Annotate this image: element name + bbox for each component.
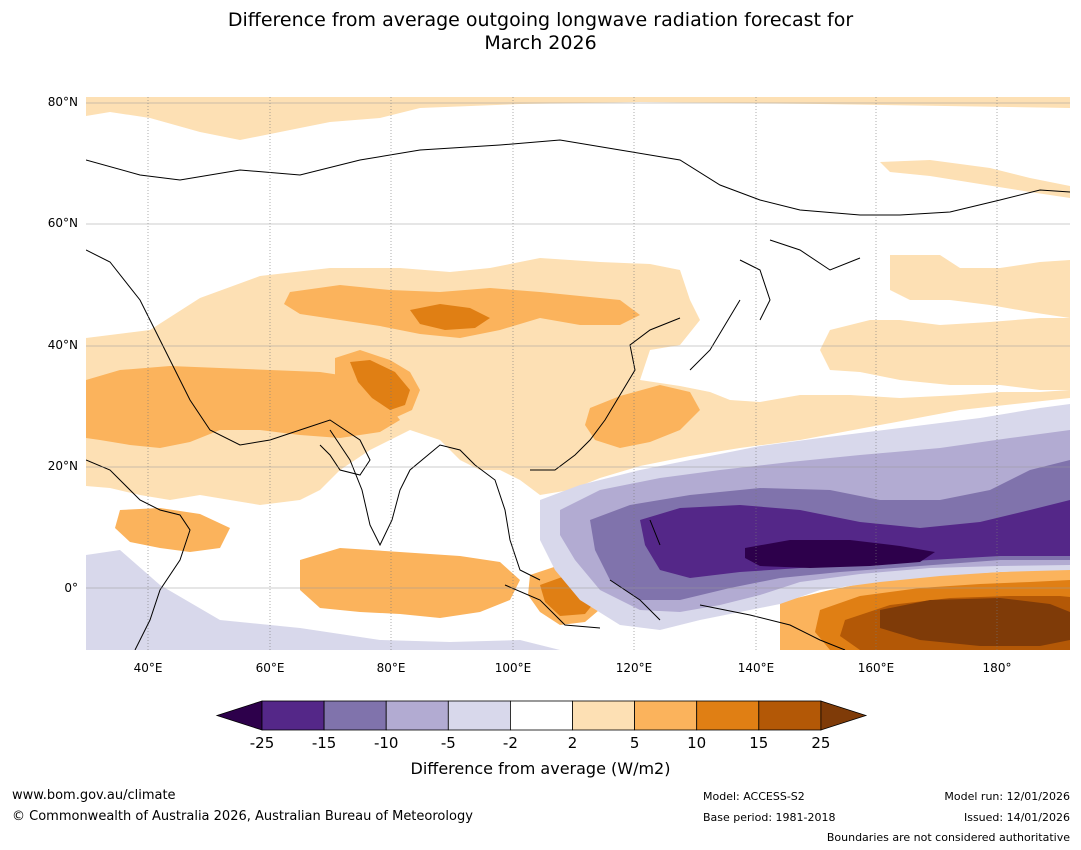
colorbar-tick-label: -5 [440,734,456,752]
anomaly-mideast-medium-orange [86,366,400,448]
colorbar-tick-label: 25 [811,734,831,752]
anomaly-pacific-deepest-purple [745,540,935,568]
colorbar-segment [696,700,760,731]
colorbar-segment [261,700,325,731]
colorbar-segment [758,700,822,731]
anomaly-east-siberian-light-orange [880,160,1070,198]
footer-url[interactable]: www.bom.gov.au/climate [12,788,176,803]
colorbar-tick-label: 2 [567,734,578,752]
colorbar-tick-label: -2 [502,734,518,752]
coast-se-asia [474,317,681,581]
anomaly-pacific-north-light-orange [820,318,1070,390]
footer-copyright: © Commonwealth of Australia 2026, Austra… [12,809,473,824]
map-fields [86,97,1070,650]
lat-gridlines [86,102,1070,589]
anomaly-china-medium-orange [585,385,700,448]
footer-model: Model: ACCESS-S2 [703,790,805,803]
lon-label-120e: 120°E [615,661,653,675]
footer-model-run: Model run: 12/01/2026 [944,790,1070,803]
lat-label-60n: 60°N [47,216,78,230]
lon-label-40e: 40°E [133,661,163,675]
colorbar-segment [447,700,511,731]
anomaly-indianocean-medium-orange [300,548,520,618]
lon-label-100e: 100°E [494,661,532,675]
colorbar-segment [634,700,698,731]
colorbar-segment [385,700,449,731]
anomaly-eq-pacific-deep-brown [880,598,1070,646]
colorbar-tick-label: 5 [629,734,640,752]
colorbar-tick-label: -25 [249,734,275,752]
lon-label-80e: 80°E [376,661,406,675]
colorbar-segment [323,700,387,731]
chart-title: Difference from average outgoing longwav… [0,9,1081,55]
footer-base-period: Base period: 1981-2018 [703,811,836,824]
coast-india [329,429,476,547]
lat-label-20n: 20°N [47,459,78,473]
coast-japan [689,299,741,371]
lat-label-0: 0° [64,581,78,595]
colorbar-tick-label: -10 [373,734,399,752]
coast-indonesia [504,519,846,650]
anomaly-eafrica-medium-orange [115,508,230,552]
coast-arctic [86,139,1070,216]
colorbar-segment [509,700,573,731]
lat-label-80n: 80°N [47,95,78,109]
colorbar-arrow-low [215,700,263,731]
colorbar-tick-label: 10 [687,734,707,752]
lon-label-60e: 60°E [255,661,285,675]
colorbar-segment [572,700,635,731]
anomaly-asia-light-orange [86,258,1070,505]
anomaly-arctic-light-orange [86,97,1070,140]
gridlines [147,97,998,650]
colorbar-title: Difference from average (W/m2) [410,759,671,778]
colorbar-tick-label: 15 [749,734,769,752]
colorbar-arrow-high [820,700,868,731]
title-line-1: Difference from average outgoing longwav… [227,9,854,31]
colorbar [215,700,868,731]
lat-label-40n: 40°N [47,338,78,352]
anomaly-tibet-dark-orange [350,360,410,410]
coast-kamchatka [739,239,861,321]
title-line-2: March 2026 [484,32,597,54]
footer-issued: Issued: 14/01/2026 [963,811,1070,824]
lon-label-140e: 140°E [737,661,775,675]
footer-disclaimer: Boundaries are not considered authoritat… [826,831,1070,844]
colorbar-tick-label: -15 [311,734,337,752]
anomaly-mongolia-dark-orange [410,304,490,330]
lon-label-160e: 160°E [857,661,895,675]
anomaly-s-indian-lightest-purple [86,550,560,650]
lon-label-180: 180° [982,661,1012,675]
anomaly-pacific-northeast-light-orange [890,255,1070,318]
